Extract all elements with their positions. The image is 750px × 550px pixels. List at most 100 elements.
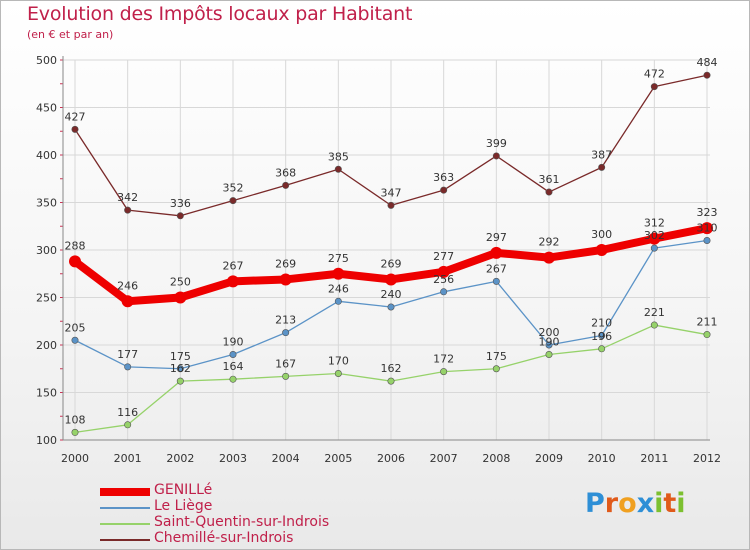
data-point <box>650 321 658 329</box>
logo-letter: P <box>585 488 605 519</box>
legend-label-chemille: Chemillé-sur-Indrois <box>154 530 294 546</box>
data-point <box>282 181 290 189</box>
series-layer <box>69 71 713 436</box>
data-point <box>595 244 608 256</box>
x-tick-label: 2002 <box>166 452 194 465</box>
data-label: 352 <box>223 182 244 195</box>
data-point <box>69 255 81 268</box>
y-tick-label: 500 <box>36 54 57 67</box>
data-label: 385 <box>328 150 349 163</box>
data-point <box>124 421 132 429</box>
data-point <box>703 237 711 245</box>
data-point <box>71 125 79 133</box>
data-label: 361 <box>539 173 560 186</box>
y-tick-label: 350 <box>36 197 57 210</box>
data-point <box>490 246 503 259</box>
x-tick-label: 2003 <box>219 452 247 465</box>
y-tick-label: 400 <box>36 149 57 162</box>
data-point <box>545 188 553 196</box>
data-point <box>703 331 711 339</box>
data-label: 347 <box>381 186 402 199</box>
data-label: 190 <box>539 336 560 349</box>
data-label: 310 <box>697 222 718 235</box>
data-point <box>598 345 606 353</box>
data-label: 250 <box>170 276 191 289</box>
data-label: 246 <box>328 282 349 295</box>
data-point <box>648 232 661 245</box>
x-tick-label: 2012 <box>693 452 721 465</box>
data-point <box>71 336 79 344</box>
data-label: 387 <box>591 148 612 161</box>
data-label: 368 <box>275 166 296 179</box>
data-point <box>332 267 345 280</box>
data-point <box>437 265 450 278</box>
x-tick-label: 2006 <box>377 452 405 465</box>
legend-swatch-le-liege <box>100 507 150 509</box>
legend-swatch-saint-quentin <box>100 523 150 525</box>
data-label: 288 <box>65 239 86 252</box>
x-tick-label: 2000 <box>61 452 89 465</box>
y-tick-label: 300 <box>36 244 57 257</box>
data-label: 267 <box>486 262 507 275</box>
data-point <box>492 152 500 160</box>
data-label: 269 <box>381 257 402 270</box>
legend-item-chemille: Chemillé-sur-Indrois <box>100 530 420 548</box>
legend-item-genille: GENILLé <box>100 482 420 500</box>
data-label: 167 <box>275 357 296 370</box>
data-label: 302 <box>644 229 665 242</box>
data-label: 342 <box>117 191 138 204</box>
chart-title: Evolution des Impôts locaux par Habitant <box>27 3 413 25</box>
data-label: 213 <box>275 314 296 327</box>
data-label: 323 <box>697 206 718 219</box>
data-point <box>176 212 184 220</box>
data-point <box>282 329 290 337</box>
data-label: 312 <box>644 217 665 230</box>
legend-label-le-liege: Le Liège <box>154 498 213 514</box>
data-label: 200 <box>539 326 560 339</box>
data-point <box>334 165 342 173</box>
chart-subtitle: (en € et par an) <box>27 28 114 41</box>
data-point <box>121 295 134 308</box>
data-label: 427 <box>65 110 86 123</box>
data-label: 175 <box>170 350 191 363</box>
x-tick-label: 2008 <box>482 452 510 465</box>
data-label-layer: 427 342 336 352 368 385 347 363 399 361 387 472 484 2… <box>65 56 718 426</box>
legend-swatch-genille <box>100 488 150 496</box>
legend-label-saint-quentin: Saint-Quentin-sur-Indrois <box>154 514 330 530</box>
data-label: 256 <box>433 273 454 286</box>
data-label: 108 <box>65 413 86 426</box>
legend-item-le-liege: Le Liège <box>100 498 420 516</box>
data-label: 484 <box>697 56 718 69</box>
proxiti-logo: Proxiti <box>585 488 686 519</box>
logo-letter: r <box>604 488 619 519</box>
data-label: 297 <box>486 231 507 244</box>
data-point <box>387 377 395 385</box>
data-point <box>387 201 395 209</box>
data-label: 205 <box>65 321 86 334</box>
y-tick-label: 450 <box>36 102 57 115</box>
data-label: 177 <box>117 348 138 361</box>
data-point <box>703 71 711 79</box>
data-point <box>650 244 658 252</box>
x-tick-label: 2004 <box>272 452 300 465</box>
data-point <box>545 350 553 358</box>
logo-letter: o <box>618 488 637 519</box>
data-point <box>174 291 187 304</box>
legend-swatch-chemille <box>100 539 150 541</box>
data-label: 162 <box>170 362 191 375</box>
data-point <box>229 197 237 205</box>
data-label: 363 <box>433 171 454 184</box>
data-point <box>492 277 500 285</box>
data-label: 210 <box>591 317 612 330</box>
data-label: 164 <box>223 360 244 373</box>
data-point <box>387 303 395 311</box>
logo-letter: i <box>654 488 664 519</box>
y-tick-label: 200 <box>36 339 57 352</box>
data-label: 399 <box>486 137 507 150</box>
y-tick-label: 150 <box>36 387 57 400</box>
legend-label-genille: GENILLé <box>154 482 213 498</box>
y-tick-label: 100 <box>36 434 57 447</box>
data-point <box>334 297 342 305</box>
data-point <box>176 377 184 385</box>
